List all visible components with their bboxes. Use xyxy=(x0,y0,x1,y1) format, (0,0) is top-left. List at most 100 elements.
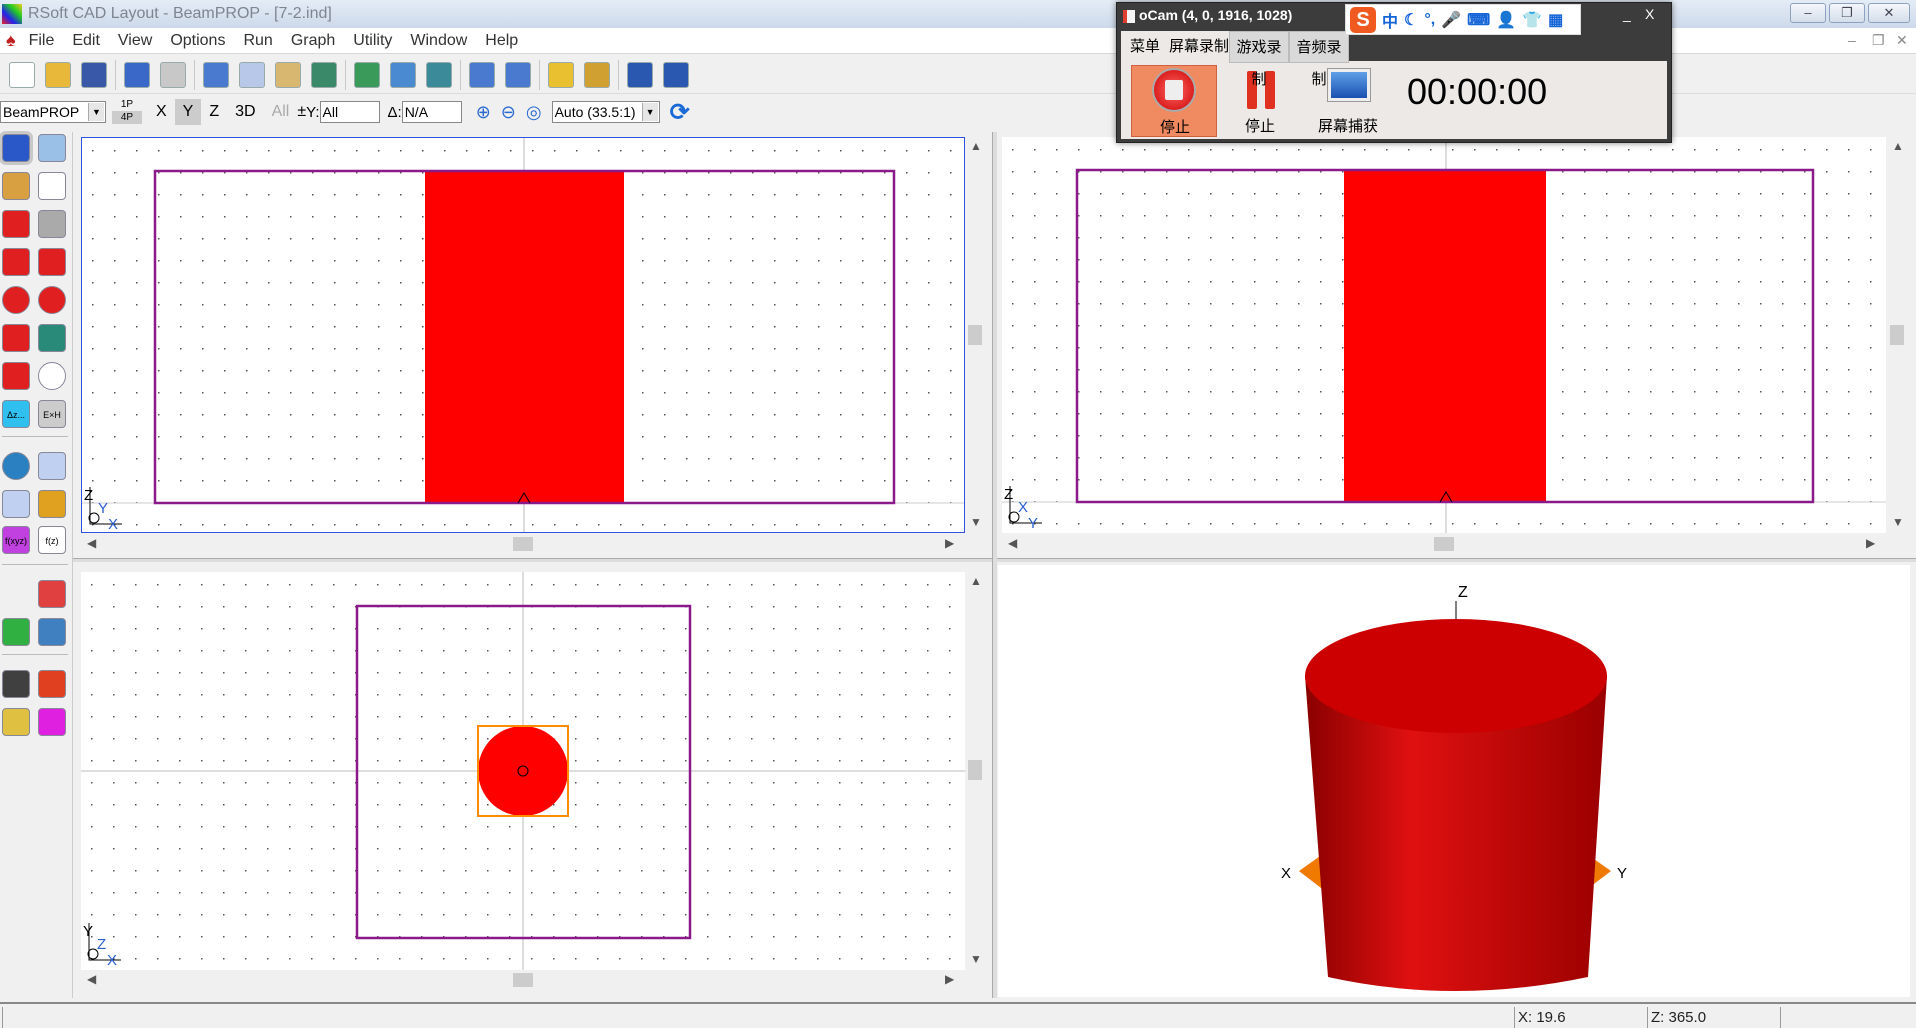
windows-icon[interactable] xyxy=(584,61,610,88)
app-menu-icon[interactable]: ♠ xyxy=(6,30,16,50)
grating-icon[interactable] xyxy=(38,618,66,646)
splitter-vertical[interactable] xyxy=(992,132,997,998)
polygon-icon[interactable] xyxy=(2,324,30,352)
mdi-close-button[interactable]: ✕ xyxy=(1896,32,1908,48)
fz-icon[interactable]: f(z) xyxy=(38,526,66,554)
menu-run[interactable]: Run xyxy=(243,31,273,49)
zoom-out-icon[interactable]: ⊖ xyxy=(500,101,516,122)
globe-icon[interactable] xyxy=(2,452,30,480)
paste-icon[interactable] xyxy=(275,61,301,88)
coupler-icon[interactable] xyxy=(2,618,30,646)
mdi-restore-button[interactable]: ❐ xyxy=(1872,32,1885,48)
grid-apps-icon[interactable]: ▦ xyxy=(1548,11,1564,29)
screen-capture-button[interactable]: 屏幕捕获 xyxy=(1303,65,1393,137)
axis-z-button[interactable]: Z xyxy=(209,103,220,120)
all-button[interactable]: All xyxy=(271,103,290,120)
menu-edit[interactable]: Edit xyxy=(72,31,100,49)
chevron-down-icon[interactable]: ▼ xyxy=(88,103,104,121)
plus-minus-icon[interactable]: ± xyxy=(297,103,307,120)
cylinder-icon[interactable] xyxy=(2,362,30,390)
text-list-icon[interactable] xyxy=(38,452,66,480)
menu-view[interactable]: View xyxy=(117,31,153,49)
menu-graph[interactable]: Graph xyxy=(290,31,336,49)
xy-view-canvas[interactable]: YZX xyxy=(81,572,965,970)
rocket-icon[interactable] xyxy=(38,580,66,608)
horizontal-scrollbar[interactable]: ◀ ▶ xyxy=(81,535,965,553)
exh-icon[interactable]: E×H xyxy=(38,400,66,428)
ocam-tab-menu[interactable]: 菜单 xyxy=(1121,31,1169,63)
menu-window[interactable]: Window xyxy=(410,31,468,49)
viewport-3d[interactable]: Z X Y xyxy=(998,565,1910,997)
traffic-light-icon[interactable] xyxy=(2,670,30,698)
pause-button[interactable]: 停止 xyxy=(1217,65,1303,137)
mdi-minimize-button[interactable]: – xyxy=(1848,32,1856,48)
delta-z-icon[interactable]: Δz... xyxy=(2,400,30,428)
symbol-table-icon[interactable] xyxy=(548,61,574,88)
y-field[interactable]: All xyxy=(319,101,380,123)
stack-vertical-icon[interactable] xyxy=(469,61,495,88)
ime-chinese-mode[interactable]: 中 xyxy=(1382,13,1399,31)
delta-field[interactable]: N/A xyxy=(401,101,462,123)
fxyz-icon[interactable]: f(xyz) xyxy=(2,526,30,554)
vertical-scrollbar[interactable]: ▲ ▼ xyxy=(966,137,984,533)
ocam-tab-game-record[interactable]: 游戏录制 xyxy=(1229,31,1289,88)
axis-y-button[interactable]: Y xyxy=(174,99,202,125)
component-shapes-icon[interactable] xyxy=(38,210,66,238)
restore-button[interactable]: ❐ xyxy=(1829,3,1865,23)
diamond-stack-icon[interactable] xyxy=(2,708,30,736)
microphone-icon[interactable]: 🎤 xyxy=(1441,11,1462,29)
ocam-close-button[interactable]: X xyxy=(1645,6,1655,22)
select-arrow-icon[interactable] xyxy=(0,131,33,165)
zoom-fit-icon[interactable]: ◎ xyxy=(525,101,542,122)
ime-moon-icon[interactable]: ☾ xyxy=(1404,11,1419,29)
sphere-icon[interactable] xyxy=(38,286,66,314)
help-cad-icon[interactable] xyxy=(627,61,653,88)
tools-icon[interactable] xyxy=(2,172,30,200)
redo-icon[interactable] xyxy=(160,61,186,88)
add-segment-icon[interactable] xyxy=(426,61,452,88)
taper-icon[interactable] xyxy=(38,324,66,352)
straight-waveguide-icon[interactable] xyxy=(2,210,30,238)
layers-icon[interactable] xyxy=(38,490,66,518)
menu-help[interactable]: Help xyxy=(485,31,519,49)
align-icon[interactable] xyxy=(354,61,380,88)
skin-shirt-icon[interactable]: 👕 xyxy=(1522,11,1543,29)
ime-punctuation-icon[interactable]: °, xyxy=(1424,10,1436,28)
zoom-in-icon[interactable]: ⊕ xyxy=(475,101,491,122)
minimize-button[interactable]: ‒ xyxy=(1790,3,1826,23)
menu-options[interactable]: Options xyxy=(170,31,226,49)
ocam-minimize-button[interactable]: _ xyxy=(1623,6,1631,22)
horizontal-scrollbar[interactable]: ◀ ▶ xyxy=(81,971,965,989)
copy-icon[interactable] xyxy=(239,61,265,88)
user-icon[interactable]: 👤 xyxy=(1496,11,1517,29)
ring-icon[interactable] xyxy=(38,362,66,390)
chevron-down-icon[interactable]: ▼ xyxy=(641,103,658,121)
magnifier-icon[interactable] xyxy=(38,134,66,162)
save-icon[interactable] xyxy=(81,61,107,88)
open-folder-icon[interactable] xyxy=(45,61,71,88)
ocam-tab-audio-record[interactable]: 音频录制 xyxy=(1289,31,1349,88)
vertical-scrollbar[interactable]: ▲ ▼ xyxy=(1888,137,1906,533)
cut-icon[interactable] xyxy=(203,61,229,88)
new-file-icon[interactable] xyxy=(9,61,35,88)
hand-pan-icon[interactable] xyxy=(38,172,66,200)
vertical-scrollbar[interactable]: ▲ ▼ xyxy=(966,572,984,970)
3d-view-canvas[interactable]: Z X Y xyxy=(998,565,1910,997)
help-sim-icon[interactable] xyxy=(663,61,689,88)
program-select[interactable]: BeamPROP ▼ xyxy=(0,101,106,123)
close-button[interactable]: ✕ xyxy=(1868,3,1910,23)
xz-view-canvas[interactable]: ZYX xyxy=(82,138,966,534)
profile-plot-icon[interactable] xyxy=(2,490,30,518)
distribute-icon[interactable] xyxy=(390,61,416,88)
axis-x-button[interactable]: X xyxy=(156,103,167,120)
zoom-ratio-select[interactable]: Auto (33.5:1) ▼ xyxy=(551,101,660,123)
ocam-tab-screen-record[interactable]: 屏幕录制 xyxy=(1169,31,1229,63)
substrate-icon[interactable] xyxy=(38,670,66,698)
undo-icon[interactable] xyxy=(124,61,150,88)
3d-button[interactable]: 3D xyxy=(235,103,256,120)
record-stop-button[interactable]: 停止 xyxy=(1131,65,1217,137)
arc-waveguide-icon[interactable] xyxy=(2,248,30,276)
lens-icon[interactable] xyxy=(2,286,30,314)
